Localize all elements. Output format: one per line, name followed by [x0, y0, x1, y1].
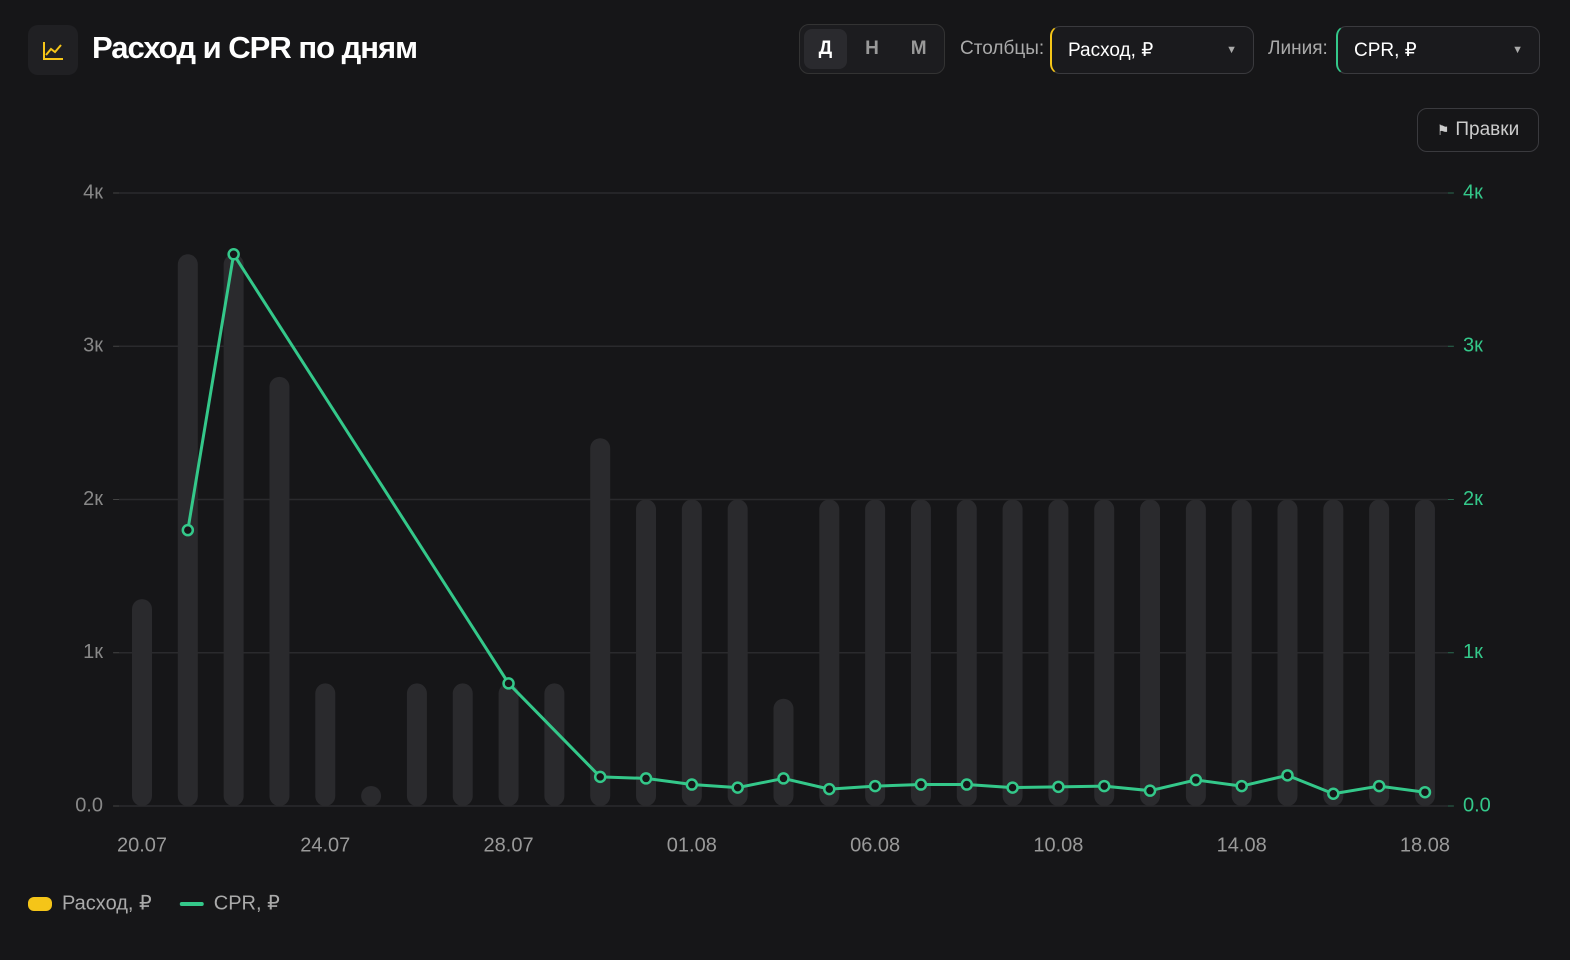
line-point — [502, 677, 515, 690]
line — [186, 252, 1426, 796]
bar — [773, 698, 794, 806]
line-point — [227, 248, 240, 261]
legend-swatch — [28, 897, 52, 911]
bar — [1414, 499, 1435, 806]
y2-tick-label: 2к — [1463, 488, 1483, 510]
line-point — [823, 782, 836, 796]
bar — [498, 683, 519, 806]
line-point — [1006, 781, 1019, 794]
line-select[interactable]: CPR, ₽ ▼ — [1336, 26, 1540, 74]
x-tick-label: 10.08 — [1033, 834, 1083, 856]
line-point — [960, 778, 974, 791]
bar — [1140, 499, 1161, 806]
bar — [819, 499, 840, 806]
bar — [636, 499, 657, 806]
y2-tick-label: 4к — [1463, 181, 1483, 203]
bar — [315, 683, 336, 806]
y-tick-label: 2к — [83, 488, 103, 510]
x-tick-label: 18.08 — [1400, 834, 1450, 856]
line-point — [914, 778, 928, 791]
x-tick-label: 20.07 — [117, 834, 167, 856]
bar — [1277, 499, 1298, 806]
line-value: CPR, ₽ — [1354, 39, 1417, 61]
x-tick-label: 24.07 — [300, 834, 350, 856]
bar — [361, 786, 382, 806]
bar — [1185, 499, 1206, 806]
line-point — [593, 770, 607, 784]
y-tick-label: 4к — [83, 181, 103, 203]
bar — [865, 499, 886, 806]
bar — [132, 599, 152, 806]
line-point — [181, 523, 195, 537]
edits-label: Правки — [1455, 119, 1520, 140]
x-tick-label: 06.08 — [850, 834, 900, 856]
period-switch: Д Н М — [799, 24, 945, 74]
bar — [910, 499, 931, 806]
y-tick-label: 3к — [83, 335, 103, 357]
x-tick-label: 28.07 — [484, 834, 534, 856]
bar — [406, 683, 427, 806]
y-tick-label: 1к — [83, 641, 103, 663]
bar — [452, 683, 473, 806]
bar — [269, 376, 290, 806]
line-point — [1189, 773, 1203, 787]
legend-label: CPR, ₽ — [214, 892, 280, 914]
line-point — [1143, 784, 1157, 797]
x-tick-label: 14.08 — [1217, 834, 1267, 856]
line-point — [1327, 787, 1340, 800]
bar — [681, 499, 702, 806]
y2-tick-label: 1к — [1463, 641, 1483, 663]
period-day[interactable]: Д — [804, 29, 847, 69]
edits-button[interactable]: ⚑ Правки — [1417, 108, 1539, 152]
bar — [956, 499, 977, 806]
line-point — [1052, 780, 1065, 794]
bars-select[interactable]: Расход, ₽ ▼ — [1050, 26, 1254, 74]
y2-tick-label: 3к — [1463, 335, 1483, 357]
line-point — [1418, 785, 1432, 799]
line-point — [1281, 769, 1294, 782]
line-point — [1097, 779, 1111, 793]
bar — [1048, 499, 1069, 806]
line-point — [639, 772, 653, 785]
bar — [590, 438, 611, 806]
legend-label: Расход, ₽ — [62, 892, 152, 914]
bar — [1002, 499, 1023, 806]
bar — [1323, 499, 1344, 806]
line-point — [1235, 779, 1248, 793]
y-tick-label: 0.0 — [75, 794, 103, 816]
bar — [223, 254, 244, 807]
line-point — [731, 781, 744, 794]
bar — [1094, 499, 1115, 806]
title: Расход и CPR по дням — [92, 30, 418, 65]
bar — [1231, 499, 1252, 806]
period-week[interactable]: Н — [865, 38, 879, 59]
period-month[interactable]: М — [910, 38, 927, 59]
line-point — [777, 772, 790, 785]
bars-value: Расход, ₽ — [1068, 39, 1154, 61]
bar — [727, 499, 748, 806]
y2-tick-label: 0.0 — [1463, 794, 1491, 816]
legend-swatch — [179, 902, 204, 906]
bar — [544, 683, 565, 806]
line-point — [1372, 779, 1386, 793]
line-point — [868, 779, 882, 793]
x-tick-label: 01.08 — [667, 834, 717, 856]
chart-icon — [28, 25, 78, 75]
bar — [1369, 499, 1390, 806]
bars-label: Столбцы: — [960, 38, 1045, 59]
line-label: Линия: — [1268, 38, 1328, 59]
line-point — [685, 778, 699, 791]
